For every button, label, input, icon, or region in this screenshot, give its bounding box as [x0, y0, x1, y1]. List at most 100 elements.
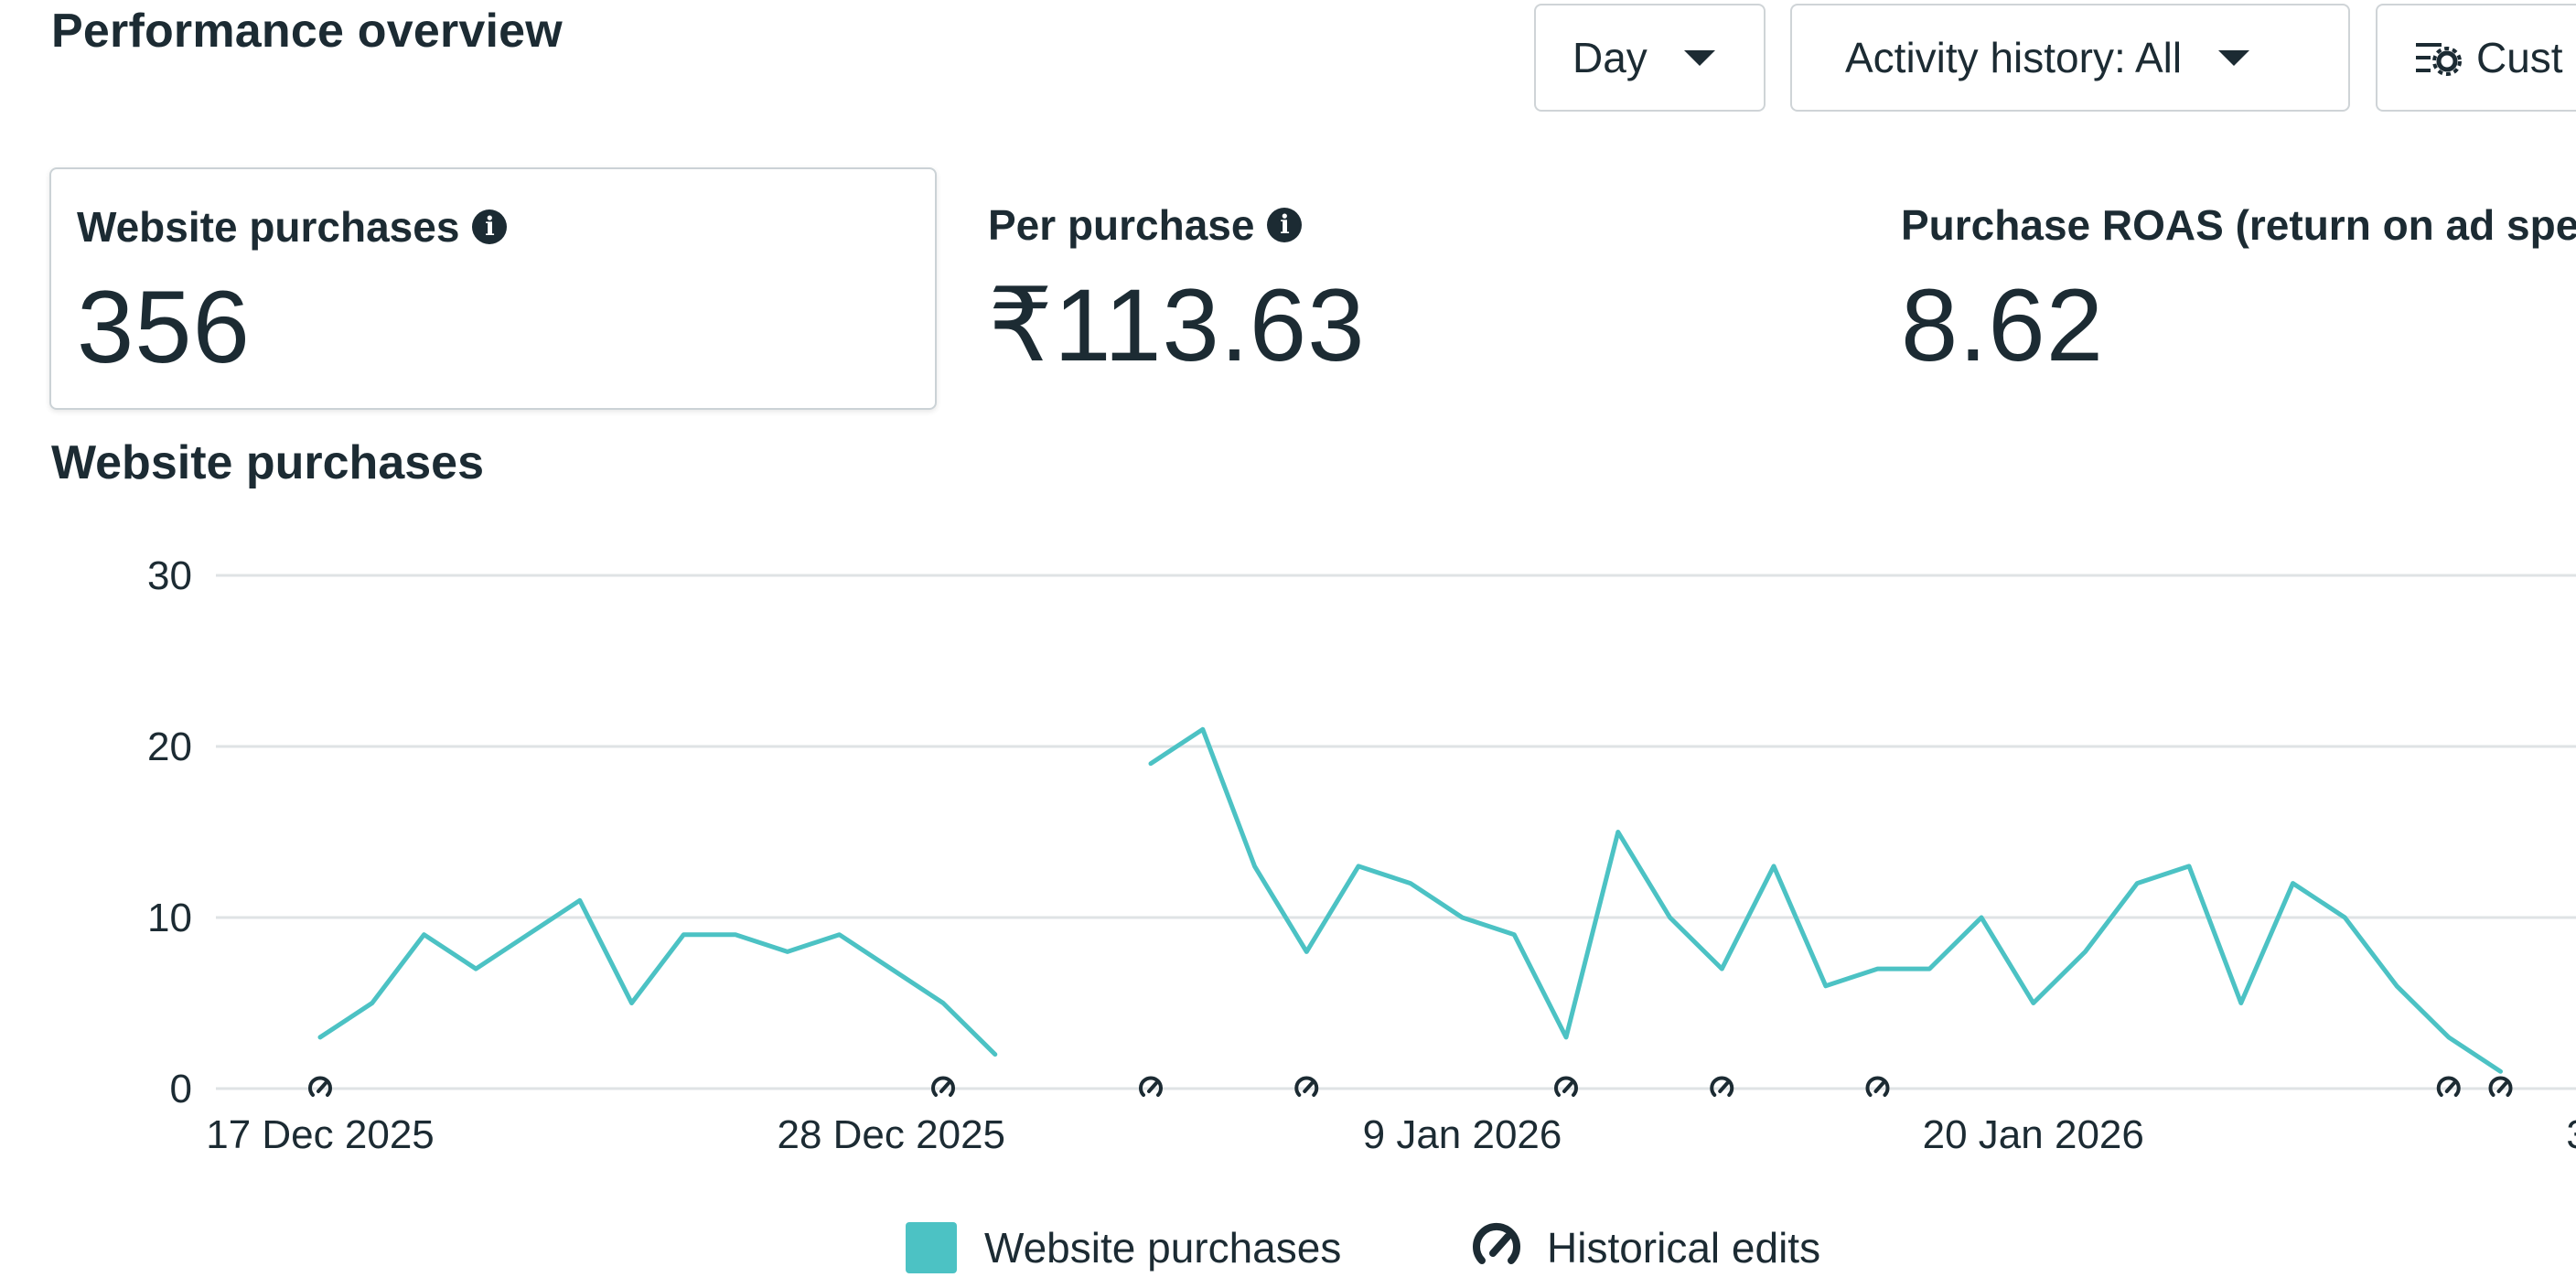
activity-history-dropdown[interactable]: Activity history: All	[1790, 4, 2350, 112]
customize-label: Cust	[2476, 34, 2563, 81]
edit-icon-arc	[2488, 1076, 2513, 1097]
caret-down-icon	[1683, 49, 1715, 66]
edit-icon-needle	[2444, 1081, 2456, 1093]
edit-icon-needle	[1562, 1081, 1573, 1093]
x-tick-label: 17 Dec 2025	[206, 1112, 435, 1153]
y-tick-label: 10	[147, 896, 192, 940]
historical-edit-icon	[1294, 1076, 1319, 1097]
data-point	[1251, 863, 1259, 870]
data-point	[1615, 829, 1622, 836]
data-point	[2133, 880, 2141, 887]
y-tick-label: 30	[147, 553, 192, 598]
edit-icon-needle	[1489, 1233, 1511, 1257]
data-point	[576, 896, 584, 904]
legend-label: Historical edits	[1547, 1224, 1821, 1272]
x-tick-label: 20 Jan 2026	[1923, 1112, 2144, 1153]
data-point	[421, 931, 428, 939]
info-icon[interactable]: i	[1267, 208, 1303, 242]
edit-icon-arc	[1710, 1076, 1734, 1097]
data-point	[1822, 982, 1830, 990]
x-tick-label: 31 J	[2566, 1112, 2576, 1153]
edit-icon-arc	[2436, 1076, 2461, 1097]
activity-history-label: Activity history: All	[1845, 34, 2183, 81]
metric-value: ₹113.63	[988, 268, 1366, 382]
metric-card-purchase-roas[interactable]: Purchase ROAS (return on ad spe 8.62	[1901, 167, 2576, 410]
legend-swatch	[906, 1222, 957, 1273]
metric-card-per-purchase[interactable]: Per purchase i ₹113.63	[988, 167, 1811, 410]
historical-edit-glyph	[1473, 1222, 1520, 1264]
edit-icon-needle	[939, 1081, 950, 1093]
day-dropdown[interactable]: Day	[1534, 4, 1766, 112]
metric-value: 8.62	[1901, 268, 2104, 382]
page-title: Performance overview	[51, 5, 563, 58]
data-point	[1874, 965, 1882, 972]
historical-edit-icon	[1865, 1076, 1890, 1097]
data-point	[732, 931, 739, 939]
data-point	[784, 948, 791, 955]
data-point	[939, 1000, 947, 1007]
customize-icon	[2416, 43, 2462, 76]
edit-icon-needle	[317, 1081, 327, 1093]
data-point	[2341, 914, 2348, 921]
data-point	[369, 1000, 376, 1007]
day-dropdown-label: Day	[1572, 34, 1648, 81]
historical-edit-icon	[2488, 1076, 2513, 1097]
edit-icon-arc	[1473, 1222, 1520, 1264]
data-point	[1562, 1034, 1570, 1041]
customize-button[interactable]: Cust	[2376, 4, 2576, 112]
edit-icon-arc	[1554, 1076, 1578, 1097]
edit-icon-needle	[1147, 1081, 1158, 1093]
legend-item-website-purchases[interactable]: Website purchases	[906, 1218, 1341, 1277]
metric-label-text: Purchase ROAS (return on ad spe	[1901, 201, 2576, 249]
edit-icon-arc	[308, 1076, 332, 1097]
legend-label: Website purchases	[984, 1224, 1342, 1272]
data-point	[2393, 982, 2400, 990]
chart-title: Website purchases	[51, 436, 485, 489]
legend-item-historical-edits[interactable]: Historical edits	[1468, 1218, 1820, 1277]
data-point	[992, 1051, 999, 1058]
historical-edit-icon	[308, 1076, 332, 1097]
caret-down-icon	[2218, 49, 2250, 66]
data-point	[2238, 1000, 2245, 1007]
data-point	[317, 1034, 324, 1041]
metric-card-website-purchases[interactable]: Website purchases i 356	[49, 167, 937, 410]
historical-edit-icon	[1554, 1076, 1578, 1097]
data-point	[1199, 725, 1207, 733]
edit-icon-needle	[1873, 1081, 1885, 1093]
historical-edit-icon	[931, 1076, 955, 1097]
y-tick-label: 20	[147, 724, 192, 769]
info-icon[interactable]: i	[472, 209, 508, 244]
historical-edit-icon	[1473, 1222, 1520, 1264]
data-point	[1355, 863, 1362, 870]
x-tick-label: 28 Dec 2025	[777, 1112, 1005, 1153]
historical-edit-icon	[2436, 1076, 2461, 1097]
edit-icon-arc	[1139, 1076, 1163, 1097]
data-point	[1407, 880, 1414, 887]
edit-icon-needle	[2496, 1081, 2508, 1093]
data-point	[2445, 1034, 2453, 1041]
metric-label: Per purchase i	[988, 200, 1303, 250]
data-point	[628, 1000, 636, 1007]
data-point	[1510, 931, 1518, 939]
edit-icon-arc	[1294, 1076, 1319, 1097]
data-point	[2185, 863, 2193, 870]
series-line-website-purchases	[1148, 726, 2503, 1074]
data-point	[1770, 863, 1777, 870]
data-point	[1459, 914, 1466, 921]
data-point	[836, 931, 843, 939]
data-point	[2290, 880, 2297, 887]
data-point	[1667, 914, 1674, 921]
data-point	[2030, 1000, 2037, 1007]
edit-icon-arc	[931, 1076, 955, 1097]
data-point	[524, 931, 531, 939]
historical-edit-icon	[1710, 1076, 1734, 1097]
metric-value: 356	[77, 270, 251, 384]
data-point	[2497, 1068, 2505, 1075]
data-point	[472, 965, 479, 972]
historical-edit-icon	[1139, 1076, 1163, 1097]
data-point	[1303, 948, 1310, 955]
data-point	[680, 931, 687, 939]
metric-label-text: Website purchases	[77, 203, 460, 251]
data-point	[1926, 965, 1933, 972]
data-point	[887, 965, 895, 972]
